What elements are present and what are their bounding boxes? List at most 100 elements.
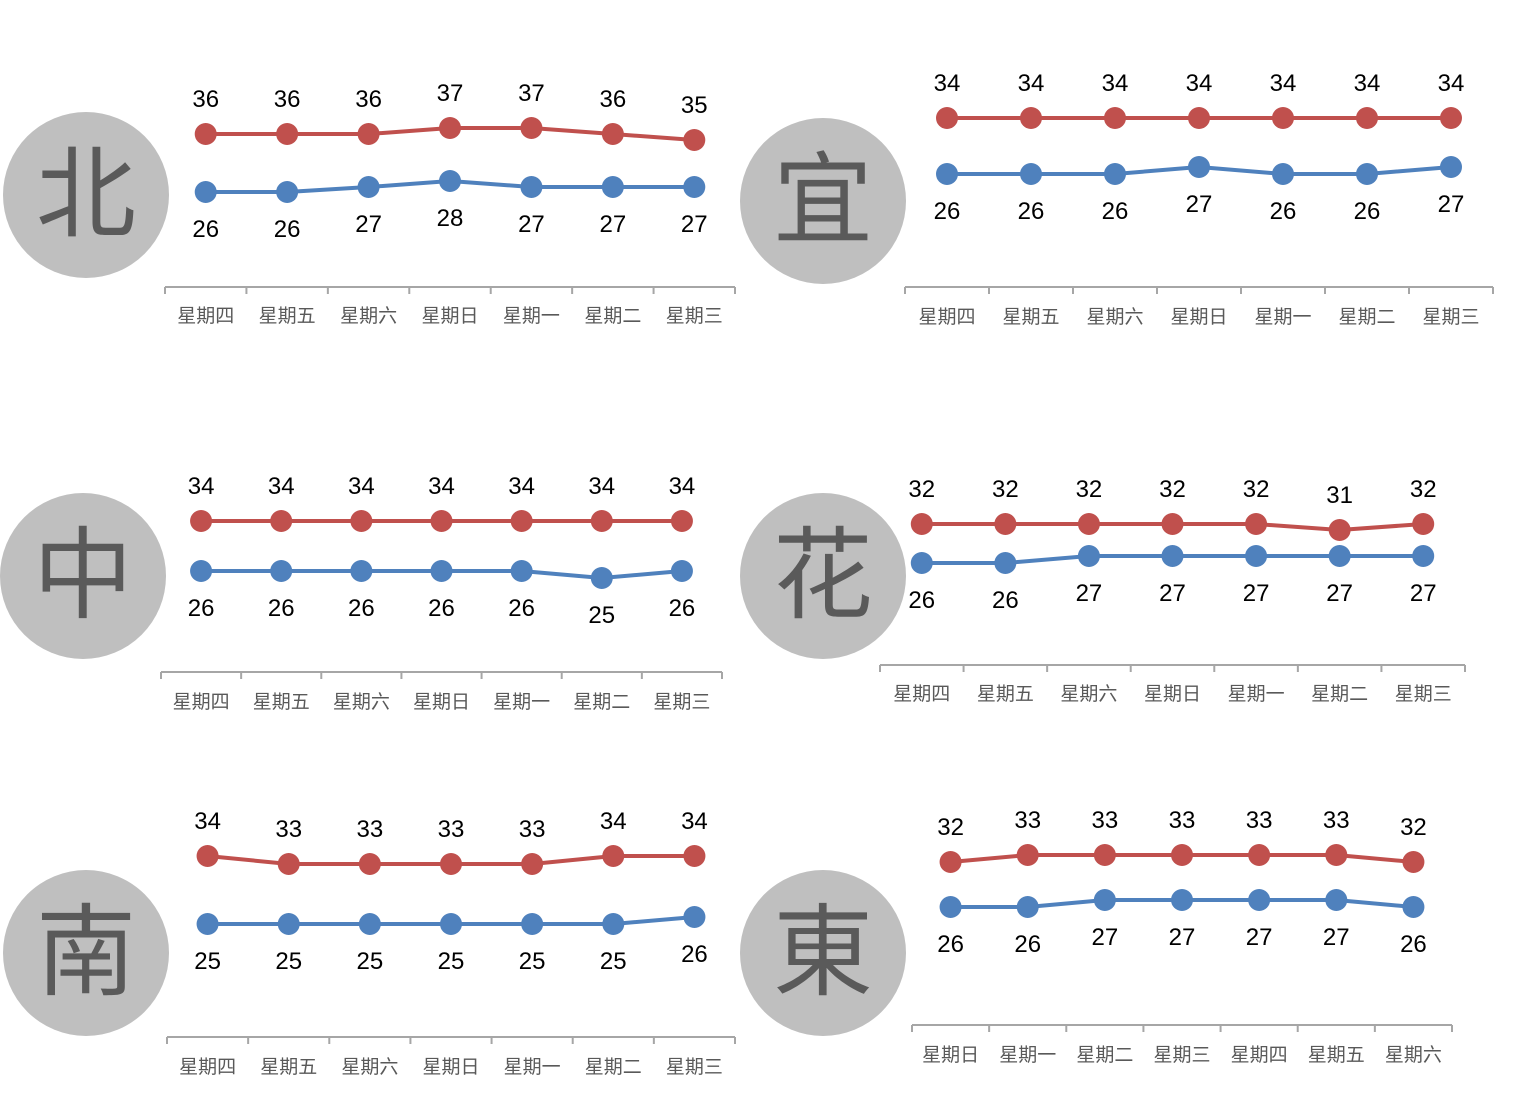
- low-temp-data-label: 25: [438, 948, 465, 975]
- x-tick-label: 星期二: [1338, 306, 1395, 328]
- low-temp-data-label: 26: [268, 595, 295, 622]
- x-tick-label: 星期日: [1170, 306, 1227, 328]
- high-temp-data-label: 36: [355, 86, 382, 113]
- low-temp-point: [683, 906, 706, 928]
- low-temp-point: [520, 176, 543, 198]
- low-temp-data-label: 27: [1159, 580, 1186, 607]
- x-tick-label: 星期四: [918, 306, 975, 328]
- city-badge: 花: [740, 493, 906, 659]
- x-tick-label: 星期五: [1308, 1044, 1365, 1066]
- high-temp-point: [430, 510, 453, 532]
- high-temp-data-label: 36: [600, 86, 627, 113]
- x-tick-label: 星期五: [260, 1056, 317, 1078]
- low-temp-point: [1171, 889, 1193, 911]
- x-tick-label: 星期四: [173, 691, 230, 713]
- low-temp-data-label: 26: [1018, 198, 1045, 225]
- high-temp-data-label: 32: [992, 476, 1019, 503]
- high-temp-point: [590, 510, 613, 532]
- high-temp-data-label: 33: [1014, 807, 1041, 834]
- high-temp-data-label: 32: [1159, 476, 1186, 503]
- high-temp-data-label: 34: [348, 473, 375, 500]
- high-temp-point: [1440, 107, 1462, 129]
- low-temp-data-label: 27: [1076, 580, 1103, 607]
- low-temp-data-label: 27: [600, 211, 627, 238]
- high-temp-point: [1272, 107, 1294, 129]
- low-temp-point: [521, 913, 544, 935]
- high-temp-data-label: 35: [681, 92, 708, 119]
- x-tick-label: 星期六: [341, 1056, 398, 1078]
- high-temp-point: [1077, 513, 1100, 535]
- high-temp-data-label: 34: [428, 473, 455, 500]
- low-temp-data-label: 27: [1410, 580, 1437, 607]
- low-temp-point: [190, 560, 213, 582]
- high-temp-point: [602, 845, 625, 867]
- high-temp-point: [510, 510, 533, 532]
- low-temp-point: [910, 552, 933, 574]
- high-temp-point: [1356, 107, 1378, 129]
- line-chart: 星期四 星期五 星期六 星期日 星期一 星期二 星期三 32 32 32 32 32 31 32 26 26 2…: [879, 476, 1466, 705]
- high-temp-point: [683, 845, 706, 867]
- low-temp-data-label: 25: [194, 948, 221, 975]
- high-temp-data-label: 34: [1186, 70, 1213, 97]
- low-temp-data-label: 27: [1243, 580, 1270, 607]
- low-temp-point: [1356, 163, 1378, 185]
- x-tick-label: 星期三: [1153, 1044, 1210, 1066]
- x-tick-label: 星期三: [1422, 306, 1479, 328]
- high-temp-point: [1402, 851, 1425, 873]
- low-temp-data-label: 26: [188, 595, 215, 622]
- low-temp-data-label: 26: [274, 216, 301, 243]
- high-temp-data-label: 33: [275, 816, 302, 843]
- low-temp-point: [1402, 896, 1425, 918]
- high-temp-data-label: 34: [588, 473, 615, 500]
- high-temp-data-label: 36: [192, 86, 219, 113]
- high-temp-data-label: 34: [508, 473, 535, 500]
- low-temp-data-label: 27: [681, 211, 708, 238]
- low-temp-point: [1328, 545, 1351, 567]
- high-temp-data-label: 33: [1169, 807, 1196, 834]
- low-temp-data-label: 25: [275, 948, 302, 975]
- low-temp-point: [358, 913, 381, 935]
- x-tick-label: 星期日: [422, 1056, 479, 1078]
- high-temp-point: [1245, 513, 1268, 535]
- high-temp-data-label: 33: [519, 816, 546, 843]
- line-chart: 星期四 星期五 星期六 星期日 星期一 星期二 星期三 36 36 36 37 37 36 35 26 26 2…: [164, 80, 736, 327]
- low-temp-point: [1245, 545, 1268, 567]
- low-temp-point: [1440, 156, 1462, 178]
- low-temp-data-label: 27: [1438, 191, 1465, 218]
- high-temp-data-label: 32: [1400, 814, 1427, 841]
- low-temp-point: [670, 560, 693, 582]
- low-temp-data-label: 26: [681, 941, 708, 968]
- low-temp-point: [590, 567, 613, 589]
- high-temp-data-label: 34: [188, 473, 215, 500]
- low-temp-point: [1412, 545, 1435, 567]
- high-temp-point: [1016, 844, 1039, 866]
- high-temp-data-label: 32: [1410, 476, 1437, 503]
- city-label: 北: [36, 136, 136, 253]
- low-temp-point: [194, 181, 217, 203]
- high-temp-point: [1412, 513, 1435, 535]
- low-temp-data-label: 27: [1326, 580, 1353, 607]
- x-tick-label: 星期三: [666, 305, 723, 327]
- low-temp-point: [277, 913, 300, 935]
- low-temp-point: [936, 163, 958, 185]
- high-temp-point: [276, 123, 299, 145]
- low-temp-point: [683, 176, 706, 198]
- high-temp-point: [936, 107, 958, 129]
- high-temp-point: [440, 853, 462, 875]
- x-tick-label: 星期一: [493, 691, 550, 713]
- low-temp-data-label: 26: [1400, 931, 1427, 958]
- x-tick-label: 星期一: [503, 305, 560, 327]
- low-temp-point: [430, 560, 453, 582]
- low-temp-point: [350, 560, 373, 582]
- high-temp-point: [670, 510, 693, 532]
- city-label: 中: [33, 517, 133, 634]
- line-chart: 星期四 星期五 星期六 星期日 星期一 星期二 星期三 34 34 34 34 34 34 34 26 26 2…: [904, 70, 1494, 328]
- low-temp-point: [1077, 545, 1100, 567]
- high-temp-point: [277, 853, 300, 875]
- low-temp-data-label: 25: [519, 948, 546, 975]
- low-temp-data-label: 26: [1354, 198, 1381, 225]
- low-temp-point: [1016, 896, 1039, 918]
- low-temp-point: [1104, 163, 1126, 185]
- line-chart: 星期四 星期五 星期六 星期日 星期一 星期二 星期三 34 34 34 34 34 34 34 26 26 2…: [160, 473, 723, 713]
- line-chart: 星期日 星期一 星期二 星期三 星期四 星期五 星期六 32 33 33 33 33 33 32 26 26 2…: [911, 807, 1453, 1066]
